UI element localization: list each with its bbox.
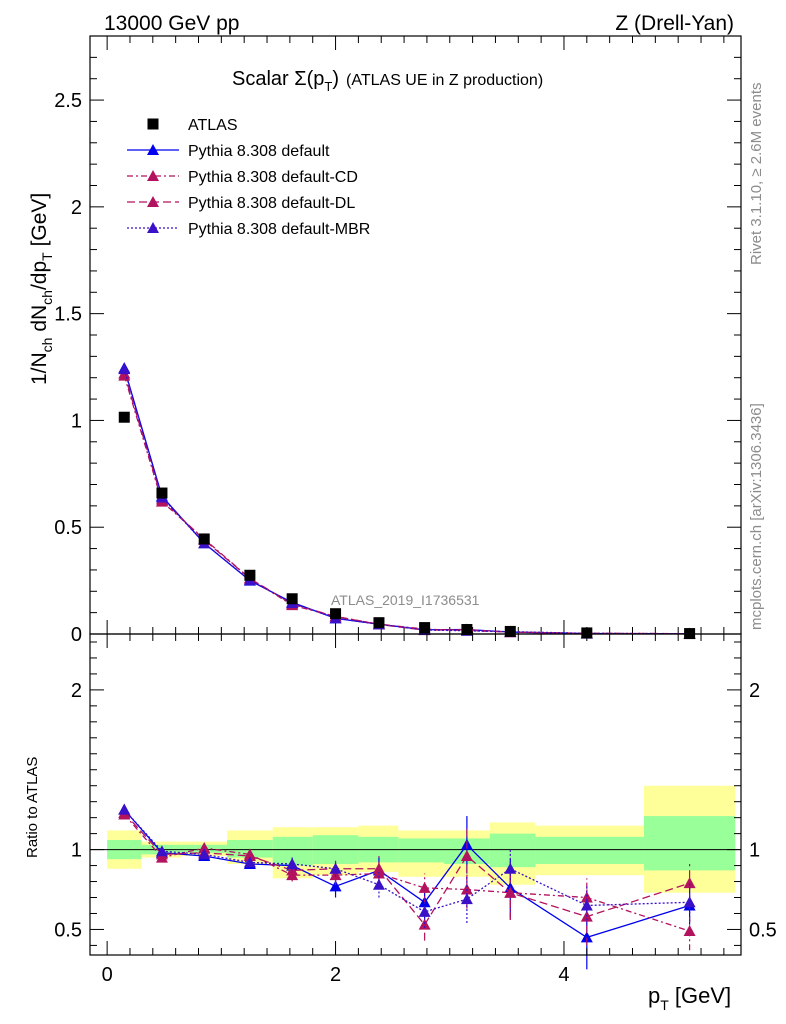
data-point	[156, 487, 168, 499]
ratio-tick-label: 1	[71, 840, 82, 862]
x-tick-label: 0	[102, 964, 113, 986]
header-process-label: Z (Drell-Yan)	[615, 12, 734, 35]
ratio-point	[155, 845, 168, 857]
x-tick-label: 2	[330, 964, 341, 986]
ratio-frame	[89, 633, 742, 956]
ratio-point	[683, 877, 696, 889]
data-point	[286, 593, 298, 605]
legend-label: ATLAS	[188, 117, 238, 134]
band-green	[643, 816, 736, 871]
ratio-axis-ticks: 0 2 4 0.5 0.5 1 1 2 2	[54, 634, 777, 986]
ratio-point	[504, 886, 517, 898]
ratio-point	[198, 848, 211, 860]
ratio-point	[418, 881, 431, 893]
y-tick-label: 2.5	[54, 90, 82, 112]
ratio-point	[243, 849, 256, 861]
legend: ATLAS Pythia 8.308 default Pythia 8.308 de…	[127, 117, 370, 238]
data-point	[330, 608, 342, 620]
band-green	[489, 833, 536, 868]
ratio-line	[123, 809, 690, 913]
y-tick-label: 2	[71, 197, 82, 219]
main-axis-ticks: 0 0.5 1 1.5 2 2.5	[54, 35, 741, 646]
ratio-point	[372, 862, 385, 874]
data-point	[581, 627, 593, 639]
x-axis-label: pT [GeV]	[648, 983, 731, 1013]
y-axis-label: 1/Nch dNch/dpT [GeV]	[28, 193, 55, 385]
legend-label: Pythia 8.308 default-MBR	[188, 221, 370, 238]
data-point	[118, 411, 130, 423]
ratio-point	[580, 899, 593, 911]
data-point	[198, 533, 210, 545]
ratio-tick-label: 2	[71, 680, 82, 702]
data-point	[504, 625, 516, 637]
ratio-tick-label-right: 1	[749, 840, 760, 862]
ratio-tick-label: 0.5	[54, 919, 82, 941]
ratio-point	[460, 849, 473, 861]
band-green	[535, 836, 644, 864]
ratio-panel: 0 2 4 0.5 0.5 1 1 2 2 Ratio to ATLAS	[24, 633, 777, 986]
ratio-tick-label-right: 0.5	[749, 919, 777, 941]
y-tick-label: 1	[71, 410, 82, 432]
y-tick-label: 1.5	[54, 304, 82, 326]
header-energy-label: 13000 GeV pp	[104, 12, 239, 35]
ratio-point	[286, 857, 299, 869]
data-point	[244, 569, 256, 581]
ratio-line	[123, 814, 690, 932]
ratio-point	[580, 931, 593, 943]
ratio-point	[372, 878, 385, 890]
analysis-watermark: ATLAS_2019_I1736531	[331, 592, 480, 608]
ratio-point	[460, 893, 473, 905]
ratio-point	[504, 862, 517, 874]
data-point	[419, 622, 431, 634]
legend-label: Pythia 8.308 default-CD	[188, 169, 358, 186]
main-series	[118, 362, 696, 640]
chart-title: Scalar Σ(pT) (ATLAS UE in Z production)	[232, 68, 543, 94]
legend-marker	[147, 196, 159, 207]
ratio-point	[683, 896, 696, 908]
band-green	[398, 838, 445, 863]
ratio-point	[683, 925, 696, 937]
legend-marker	[147, 144, 159, 155]
legend-marker	[147, 222, 159, 233]
ratio-tick-label-right: 2	[749, 680, 760, 702]
ratio-point	[243, 856, 256, 868]
ratio-point	[329, 862, 342, 874]
legend-label: Pythia 8.308 default	[188, 143, 330, 160]
ratio-point	[118, 803, 131, 815]
ratio-point	[418, 918, 431, 930]
ratio-point	[460, 883, 473, 895]
main-panel: 0 0.5 1 1.5 2 2.5 Scalar Σ(pT) (ATLAS UE in Z …	[28, 35, 742, 646]
legend-marker	[147, 170, 159, 181]
x-tick-label: 4	[558, 964, 569, 986]
series-point	[118, 363, 131, 375]
ratio-y-axis-label: Ratio to ATLAS	[24, 757, 41, 858]
y-tick-label: 0	[71, 624, 82, 646]
ratio-point	[329, 880, 342, 892]
mcplots-credit-label: mcplots.cern.ch [arXiv:1306.3436]	[748, 403, 765, 630]
ratio-uncertainty-bands	[107, 785, 736, 893]
data-point	[461, 624, 473, 636]
legend-label: Pythia 8.308 default-DL	[188, 195, 355, 212]
legend-marker	[147, 118, 159, 130]
y-tick-label: 0.5	[54, 517, 82, 539]
data-point	[373, 617, 385, 629]
ratio-line	[123, 812, 690, 926]
ratio-point	[418, 905, 431, 917]
series-line	[123, 368, 690, 635]
ratio-series	[118, 803, 696, 970]
rivet-version-label: Rivet 3.1.10, ≥ 2.6M events	[748, 83, 765, 266]
